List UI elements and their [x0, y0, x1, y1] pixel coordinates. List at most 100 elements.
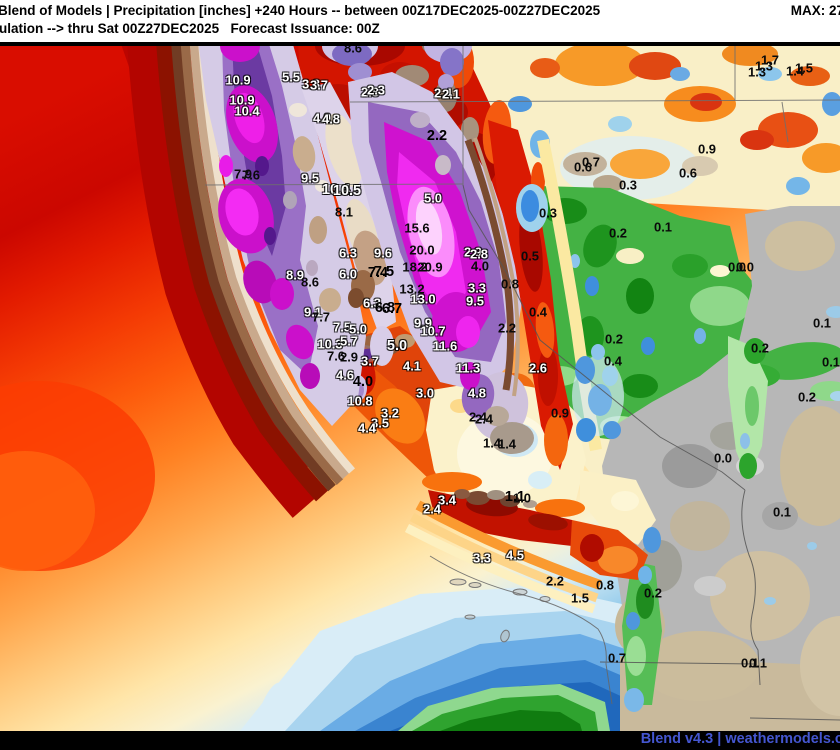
precip-value-label: 0.1	[772, 504, 792, 520]
precip-value-label: 3.7	[360, 353, 380, 369]
title-line2: ulation --> thru Sat 00Z27DEC2025 Foreca…	[0, 21, 380, 36]
sierra-layer	[348, 72, 624, 470]
precip-value-label: 4.8	[467, 385, 487, 401]
precip-value-label: 7.4	[367, 264, 389, 281]
precip-value-label: 0.1	[812, 315, 832, 331]
precip-value-label: 10.4	[234, 103, 260, 119]
precip-value-label: 2.4	[422, 501, 442, 517]
precip-value-label: 1.4	[482, 435, 502, 451]
north-coast-purple-layer	[198, 46, 366, 426]
title-line1: Blend of Models | Precipitation [inches]…	[0, 3, 601, 18]
precip-value-label: 1.7	[760, 52, 780, 68]
precip-value-label: 0.6	[678, 165, 698, 181]
precip-map: 10.9 5.5 3.3 3.7 2.8 2.3 2.4 2.1 10.9 10.4 4.0 4.8 8…	[0, 46, 840, 731]
precip-value-label: 0.2	[604, 331, 624, 347]
precip-value-label: 0.3	[618, 177, 638, 193]
precip-value-label: 0.4	[603, 353, 623, 369]
precip-value-label: 4.0	[352, 373, 374, 390]
precip-value-label: 7.5	[332, 319, 352, 335]
precip-value-label: 4.1	[402, 358, 422, 374]
precip-value-label: 0.7	[607, 650, 627, 666]
precip-value-label: 4.8	[321, 111, 341, 127]
precip-value-label: 11.6	[432, 338, 458, 354]
precip-value-label: 11.3	[455, 360, 481, 376]
precip-value-label: 0.6	[573, 159, 593, 175]
precip-value-label: 2.2	[497, 320, 517, 336]
precip-value-label: 2.1	[441, 86, 461, 102]
precip-value-label: 9.9	[413, 315, 433, 331]
precip-value-label: 4.6	[335, 367, 355, 383]
central-valley-layer	[302, 82, 396, 366]
precip-value-label: 10.3	[317, 336, 343, 352]
precip-value-label: 1.1	[504, 488, 526, 505]
precip-value-label: 0.0	[727, 259, 747, 275]
precip-value-label: 15.6	[404, 220, 430, 236]
precip-value-label: 5.0	[386, 337, 408, 354]
precip-value-label: 2.3	[366, 82, 386, 98]
precip-value-label: 8.6	[343, 46, 363, 56]
precip-value-label: 3.3	[472, 550, 492, 566]
precip-value-label: 6.3	[338, 245, 358, 261]
state-borders	[204, 46, 840, 721]
precip-value-label: 10.5	[332, 182, 362, 199]
precip-value-label: 1.4	[785, 63, 805, 79]
precip-value-label: 1.4	[497, 436, 517, 452]
precip-map-canvas	[0, 46, 840, 731]
precip-value-label: 8.6	[300, 274, 320, 290]
precip-value-label: 2.9	[463, 244, 483, 260]
precip-value-label: 5.5	[281, 69, 301, 85]
precip-value-label: 2.8	[469, 246, 489, 262]
precip-value-label: 0.3	[538, 205, 558, 221]
precip-value-label: 6.8	[374, 299, 396, 316]
precip-value-label: 3.7	[309, 77, 329, 93]
precip-value-label: 0.5	[520, 248, 540, 264]
precip-value-label: 0.1	[653, 219, 673, 235]
precip-value-label: 2.8	[360, 84, 380, 100]
precip-value-label: 3.3	[467, 280, 487, 296]
precip-value-label: 0.7	[581, 154, 601, 170]
socal-ocean-layer	[240, 586, 660, 731]
precip-value-label: 3.3	[301, 76, 321, 92]
precip-value-label: 0.4	[528, 304, 548, 320]
precip-value-label: 0.1	[821, 354, 840, 370]
precip-value-label: 20.9	[417, 259, 443, 275]
precip-value-label: 3.5	[370, 415, 390, 431]
precip-value-label: 3.0	[415, 385, 435, 401]
precip-value-label: 0.0	[713, 450, 733, 466]
precip-value-label: 10.7	[420, 323, 446, 339]
precip-value-label: 0.1	[740, 655, 760, 671]
precip-value-label: 2.2	[426, 127, 448, 144]
precip-value-label: 9.5	[465, 293, 485, 309]
precip-value-label: 9.1	[303, 304, 323, 320]
precip-value-label: 6.7	[381, 300, 403, 317]
precip-value-label: 18.2	[402, 259, 428, 275]
precip-value-label: 2.4	[433, 85, 453, 101]
precip-value-label: 5.7	[339, 333, 359, 349]
precip-value-label: 0.2	[750, 340, 770, 356]
precip-value-label: 4.5	[505, 547, 525, 563]
precip-value-label: 20.0	[409, 242, 435, 258]
precip-value-label: 1.3	[747, 64, 767, 80]
precip-value-label: 5.0	[423, 190, 443, 206]
max-value-label: MAX: 27	[790, 3, 840, 18]
precip-value-label: 10.8	[347, 393, 373, 409]
precip-value-label: 0.2	[643, 585, 663, 601]
precip-value-label: 10.9	[225, 72, 251, 88]
footer-credit-link[interactable]: Blend v4.3 | weathermodels.c	[640, 731, 840, 747]
precip-value-label: 2.4	[474, 411, 494, 427]
precip-value-label: 9.5	[300, 170, 320, 186]
precip-value-label: 1.5	[570, 590, 590, 606]
precip-value-label: 0.0	[735, 259, 755, 275]
precip-value-label: 1.0	[512, 490, 532, 506]
precip-value-label: 8.1	[334, 204, 354, 220]
precip-value-label: 4.0	[312, 110, 332, 126]
precip-value-label: 13.2	[399, 281, 425, 297]
precip-value-label: 1.5	[794, 60, 814, 76]
precip-value-label: 5.0	[348, 321, 368, 337]
precip-value-label: 7.7	[311, 309, 331, 325]
precip-value-label: 7.5	[373, 263, 395, 280]
precip-value-label: 0.2	[608, 225, 628, 241]
precip-value-label: 8.9	[285, 267, 305, 283]
desert-dry-layer	[602, 206, 840, 731]
precip-value-label: 10.4	[321, 181, 351, 198]
